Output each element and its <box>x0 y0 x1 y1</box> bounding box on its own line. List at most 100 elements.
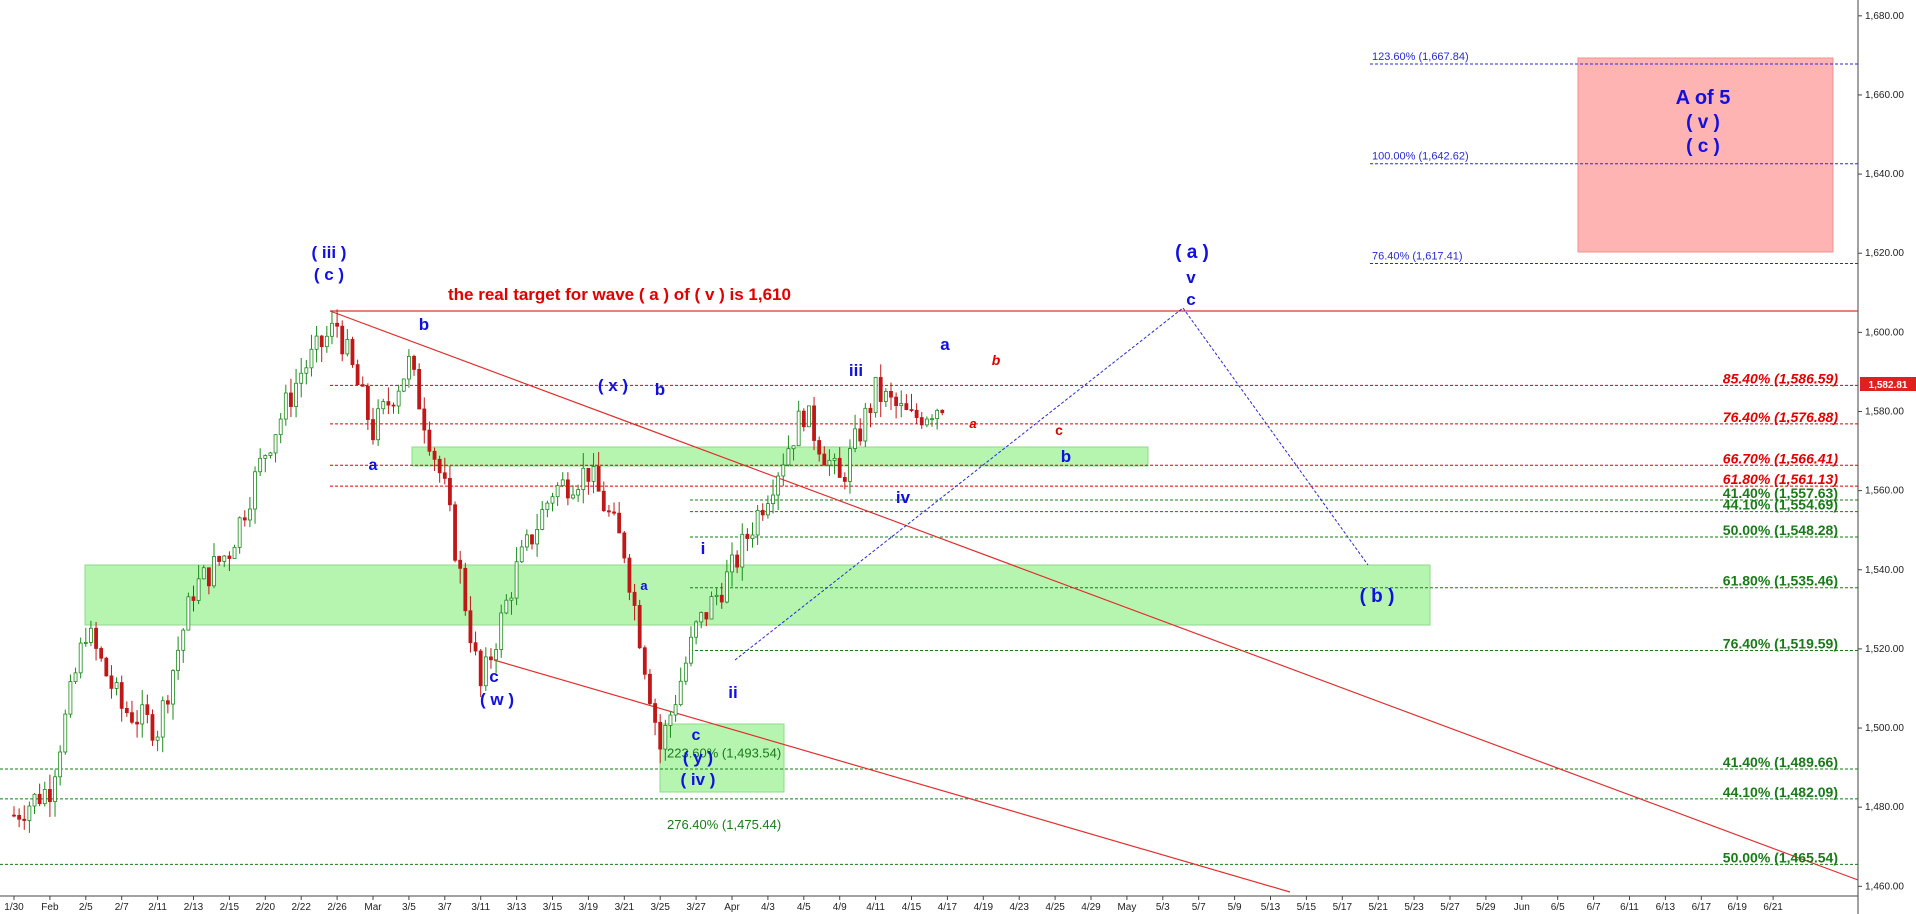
wave-label-w: ( w ) <box>480 690 514 709</box>
candle-body <box>673 704 678 716</box>
candle-body <box>760 509 765 516</box>
candle-body <box>319 335 324 348</box>
wave-label-x: ( x ) <box>598 376 628 395</box>
x-tick-label: 6/21 <box>1763 902 1783 913</box>
candle-body <box>560 479 565 487</box>
x-tick-label: 4/29 <box>1081 902 1101 913</box>
x-tick-label: 2/11 <box>148 902 167 913</box>
candle-body <box>883 390 888 402</box>
trendlines <box>329 307 1859 893</box>
candle-body <box>294 382 298 407</box>
candle-body <box>227 555 232 559</box>
candle-body <box>181 629 186 651</box>
target-box-text-1: A of 5 <box>1676 87 1731 109</box>
candle-body <box>196 578 201 601</box>
candle-body <box>750 534 755 539</box>
wave-label-a-paren: ( a ) <box>1175 242 1209 263</box>
candle-body <box>171 670 175 705</box>
annotation-title: the real target for wave ( a ) of ( v ) … <box>448 285 791 304</box>
fib-level-label: 61.80% (1,561.13) <box>1723 471 1839 487</box>
wave-label-iii: iii <box>849 361 863 380</box>
candle-body <box>940 409 945 414</box>
candle-body <box>12 814 16 817</box>
candle-body <box>109 675 114 689</box>
candle-body <box>894 396 899 406</box>
fib-level-label: 44.10% (1,482.09) <box>1723 784 1838 800</box>
candle-body <box>755 509 760 536</box>
candle-body <box>176 649 181 671</box>
candle-body <box>401 378 406 392</box>
candle-body <box>678 680 683 706</box>
candle-body <box>873 377 878 414</box>
candle-body <box>258 457 263 473</box>
candle-body <box>448 477 452 506</box>
wave-label-y: ( y ) <box>683 748 713 767</box>
wave-label-iii-top: ( iii ) <box>312 243 347 262</box>
candle-body <box>417 369 422 410</box>
candle-body <box>355 364 360 386</box>
wave-label-a-y: a <box>640 578 648 593</box>
x-tick-label: 6/13 <box>1656 902 1676 913</box>
target-box-text-3: ( c ) <box>1686 136 1720 157</box>
candle-body <box>637 605 642 649</box>
x-tick-label: 2/26 <box>327 902 347 913</box>
candle-body <box>607 510 611 513</box>
fib-level-label: 44.10% (1,554.69) <box>1723 497 1838 513</box>
candle-body <box>32 793 37 807</box>
candle-body <box>130 712 134 723</box>
candle-body <box>709 596 714 620</box>
candle-body <box>730 554 734 573</box>
x-tick-label: 4/25 <box>1045 902 1065 913</box>
candle-body <box>724 571 729 603</box>
candle-body <box>622 532 627 559</box>
candle-body <box>212 556 216 587</box>
candle-body <box>745 533 750 539</box>
candle-body <box>663 725 668 750</box>
candle-body <box>78 642 83 674</box>
candle-body <box>863 407 868 442</box>
zones <box>84 57 1834 793</box>
candle-body <box>360 384 365 387</box>
candle-body <box>550 496 555 504</box>
candle-body <box>17 814 22 820</box>
extension-label: 223.60% (1,493.54) <box>667 746 781 761</box>
x-tick-label: 3/13 <box>507 902 527 913</box>
candle-body <box>858 428 863 442</box>
x-tick-label: Mar <box>364 902 382 913</box>
candle-body <box>786 448 791 466</box>
lower-channel-line <box>493 659 1291 893</box>
candle-body <box>463 567 468 612</box>
candle-body <box>145 704 150 715</box>
y-tick-label: 1,520.00 <box>1865 644 1904 655</box>
candle-body <box>27 805 32 821</box>
candle-body <box>930 418 934 421</box>
candle-body <box>278 418 283 436</box>
candle-body <box>827 459 832 466</box>
candle-body <box>386 401 391 406</box>
candle-body <box>658 721 663 750</box>
fib-level-label: 41.40% (1,557.63) <box>1723 485 1838 501</box>
x-tick-label: 4/9 <box>833 902 847 913</box>
candle-body <box>104 657 109 677</box>
candle-body <box>699 612 704 623</box>
upper-channel-line <box>329 310 1859 881</box>
wave-label-c-target: c <box>1186 290 1195 309</box>
target-level-label: 100.00% (1,642.62) <box>1372 151 1469 163</box>
fib-level-label: 66.70% (1,566.41) <box>1723 450 1839 466</box>
x-tick-label: 3/15 <box>543 902 563 913</box>
candle-body <box>248 508 252 521</box>
x-tick-label: 5/9 <box>1228 902 1242 913</box>
x-tick-label: 2/20 <box>256 902 276 913</box>
y-tick-label: 1,640.00 <box>1865 169 1904 180</box>
candle-body <box>99 648 104 659</box>
candle-body <box>340 325 345 355</box>
candle-body <box>468 610 473 644</box>
candle-body <box>73 672 78 682</box>
candle-body <box>596 466 601 492</box>
x-tick-label: 3/21 <box>615 902 635 913</box>
candle-body <box>514 561 519 599</box>
y-tick-label: 1,660.00 <box>1865 90 1904 101</box>
candle-body <box>571 494 575 499</box>
